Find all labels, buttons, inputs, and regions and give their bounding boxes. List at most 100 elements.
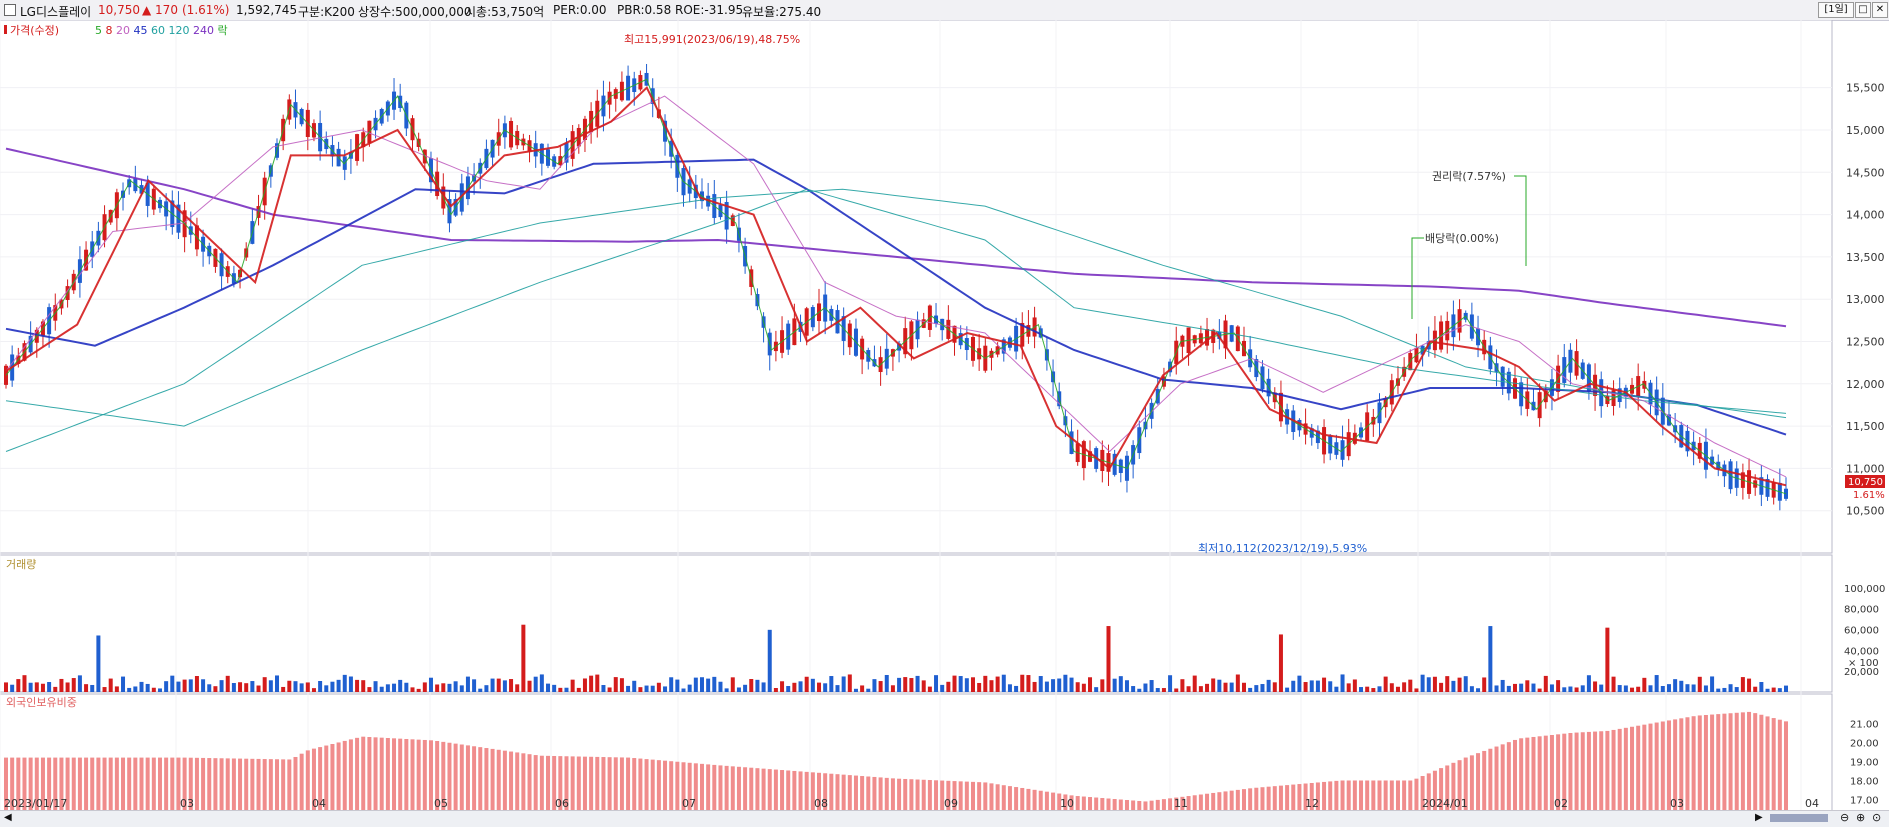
volume-bar [853, 688, 858, 692]
volume-bar [453, 681, 458, 692]
foreign-bar [1081, 796, 1086, 811]
low-annotation: 최저10,112(2023/12/19),5.93% [1198, 542, 1367, 555]
foreign-marks [4, 711, 1788, 811]
zoom-in-icon[interactable]: ⊕ [1856, 811, 1866, 824]
volume-bar [1519, 683, 1524, 692]
foreign-bar [1229, 790, 1234, 811]
volume-bar [1377, 686, 1382, 692]
foreign-tick-label: 19.00 [1850, 757, 1879, 768]
foreign-bar [619, 757, 624, 811]
volume-bar [1740, 677, 1745, 692]
volume-bar [1710, 676, 1715, 692]
foreign-bar [1174, 797, 1179, 811]
foreign-bar [872, 776, 877, 811]
foreign-bar [47, 757, 52, 811]
volume-bar [527, 680, 532, 692]
volume-bar [324, 685, 329, 692]
period-button[interactable]: [1일] [1818, 2, 1854, 18]
volume-bar [1759, 682, 1764, 692]
volume-bar [650, 685, 655, 692]
volume-bar [693, 677, 698, 692]
foreign-bar [1161, 799, 1166, 811]
volume-bar [404, 682, 409, 692]
volume-bar [465, 676, 470, 692]
foreign-bar [22, 757, 27, 811]
volume-bar [194, 676, 199, 692]
volume-bar [995, 676, 1000, 692]
volume-bar [1599, 684, 1604, 692]
volume-bar [706, 678, 711, 692]
foreign-bar [1765, 716, 1770, 811]
zoom-reset-icon[interactable]: ⊙ [1872, 811, 1882, 824]
volume-bar [201, 679, 206, 692]
foreign-bar [250, 758, 255, 811]
volume-bar [736, 687, 741, 692]
volume-bar [1051, 679, 1056, 692]
foreign-bar [1069, 795, 1074, 811]
volume-bar [1285, 687, 1290, 692]
foreign-bar [1217, 792, 1222, 811]
volume-bar [318, 680, 323, 692]
foreign-bar [1168, 798, 1173, 811]
volume-bar [1322, 677, 1327, 692]
market-cap: 시총:53,750억 [465, 5, 545, 19]
foreign-tick-label: 20.00 [1850, 738, 1879, 749]
foreign-bar [1149, 800, 1154, 811]
volume-bar [293, 681, 298, 692]
header-checkbox[interactable] [4, 4, 16, 16]
volume-bar [225, 675, 230, 692]
foreign-bar [1722, 713, 1727, 811]
scroll-left-icon[interactable]: ◀ [4, 812, 12, 823]
volume-bar [1531, 683, 1536, 692]
volume-bar [1229, 682, 1234, 692]
horizontal-scrollbar[interactable]: ◀ ▶ ⊖ ⊕ ⊙ [0, 810, 1889, 827]
foreign-bar [792, 770, 797, 811]
volume-bar [367, 687, 372, 692]
volume-bar [755, 679, 760, 692]
foreign-bar [1660, 721, 1665, 811]
foreign-bar [1297, 784, 1302, 811]
foreign-bar [1648, 723, 1653, 811]
maximize-button[interactable]: □ [1855, 2, 1871, 18]
volume-bar [238, 682, 243, 692]
scroll-thumb[interactable] [1770, 814, 1828, 822]
foreign-bar [582, 756, 587, 811]
ma-line-ma120 [5, 188, 1787, 452]
volume-bar [207, 684, 212, 692]
chart-area[interactable]: 10,500 11,000 11,500 12,000 12,500 13,000 13,5… [0, 20, 1889, 812]
shares-listed: 상장수:500,000,000 [358, 5, 472, 19]
volume-bar [373, 681, 378, 692]
foreign-bar [219, 758, 224, 811]
volume-bar [897, 677, 902, 692]
foreign-bar [1198, 794, 1203, 811]
foreign-bar [1630, 726, 1635, 811]
foreign-bar [102, 757, 107, 811]
foreign-bar [761, 768, 766, 811]
volume-bar [213, 686, 218, 692]
volume-bar [16, 679, 21, 692]
volume-bar [102, 687, 107, 692]
volume-bar [1192, 675, 1197, 692]
ma-line-ma45 [5, 158, 1787, 436]
foreign-bar [145, 757, 150, 811]
foreign-bar [108, 757, 113, 811]
foreign-bar [798, 771, 803, 811]
legend-ma-item: 20 [113, 24, 131, 37]
volume-bar [1168, 675, 1173, 692]
volume-bar [1679, 680, 1684, 692]
volume-bar [1389, 683, 1394, 692]
stock-name[interactable]: LG디스플레이 [20, 5, 92, 19]
foreign-bar [533, 755, 538, 811]
scroll-right-icon[interactable]: ▶ [1755, 812, 1763, 823]
ma-line-ma20 [5, 95, 1787, 478]
foreign-bar [903, 778, 908, 811]
foreign-bar [10, 757, 15, 811]
close-button[interactable]: ✕ [1872, 2, 1888, 18]
volume-bar [810, 678, 815, 692]
volume-bar [909, 678, 914, 692]
foreign-bar [416, 739, 421, 811]
zoom-out-icon[interactable]: ⊖ [1840, 811, 1850, 824]
foreign-bar [1235, 789, 1240, 811]
foreign-bar [644, 759, 649, 811]
volume-bar [1525, 680, 1530, 692]
